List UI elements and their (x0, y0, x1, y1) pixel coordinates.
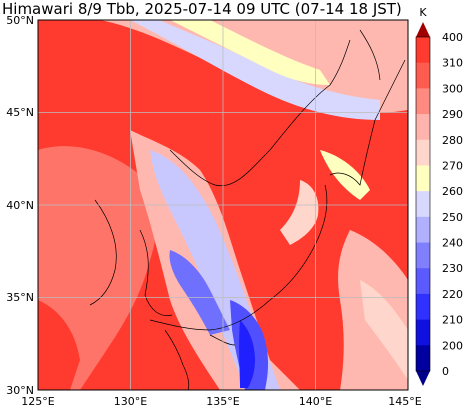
colorbar-segment (416, 165, 430, 192)
lat-tick-30: 30°N (6, 384, 34, 397)
lat-tick-35: 35°N (6, 291, 34, 304)
colorbar-bottom-extend (416, 371, 430, 386)
lat-tick-45: 45°N (6, 106, 34, 119)
lon-tick-140: 140°E (299, 395, 332, 408)
colorbar-segment (416, 139, 430, 166)
sakhalin-coast (359, 29, 381, 81)
east-china-sea-warm (38, 300, 80, 390)
china-coast (89, 199, 117, 306)
colorbar-label: 220 (442, 288, 463, 301)
colorbar-segment (416, 216, 430, 244)
lat-tick-40: 40°N (6, 199, 34, 212)
colorbar-label: 200 (442, 339, 463, 352)
north-cream-band (170, 20, 330, 85)
colorbar-label: 240 (442, 237, 463, 250)
colorbar-top-extend (416, 22, 430, 37)
lon-tick-135: 135°E (206, 395, 239, 408)
honshu-coast (149, 184, 328, 331)
colorbar-label: 400 (442, 31, 463, 44)
gridlines (38, 20, 408, 390)
colorbar-label: 260 (442, 185, 463, 198)
lon-tick-130: 130°E (114, 395, 147, 408)
colorbar-label: 230 (442, 262, 463, 275)
honshu-cloud (280, 180, 319, 245)
lon-axis: 125°E 130°E 135°E 140°E 145°E (21, 395, 421, 408)
korea-russia-coast (169, 39, 351, 187)
shikoku-coast (209, 334, 236, 346)
colorbar-frame (415, 36, 431, 372)
colorbar-label: 210 (442, 314, 463, 327)
colorbar-label: 250 (442, 211, 463, 224)
colorbar-segment (416, 242, 430, 269)
colorbar-label: 290 (442, 108, 463, 121)
colorbar-segment (416, 268, 430, 295)
map-frame (37, 19, 409, 391)
coastlines (89, 29, 406, 390)
colorbar-segment (416, 114, 430, 141)
korea-peninsula (139, 229, 173, 316)
map-title: Himawari 8/9 Tbb, 2025-07-14 09 UTC (07-… (2, 0, 402, 18)
colorbar-label: 270 (442, 159, 463, 172)
colorbar-label: 280 (442, 134, 463, 147)
colorbar-labels: 400 310 300 290 280 270 260 250 240 230 220 210 200 0 (442, 31, 463, 378)
pacific-east-light (360, 280, 408, 380)
deep-convection-core (239, 320, 255, 388)
colorbar: K 400 310 300 290 280 270 260 250 240 230 220 210 20… (415, 6, 463, 386)
lat-tick-50: 50°N (6, 14, 34, 27)
colorbar-label: 0 (442, 365, 449, 378)
north-lavender-band (130, 20, 380, 120)
lon-tick-125: 125°E (21, 395, 54, 408)
colorbar-unit: K (419, 6, 427, 19)
colorbar-segment (416, 88, 430, 115)
colorbar-segments (416, 37, 430, 372)
kyushu-shikoku-convection (169, 250, 230, 335)
colorbar-segment (416, 345, 430, 372)
colorbar-segment (416, 319, 430, 346)
colorbar-segment (416, 191, 430, 218)
colorbar-segment (416, 62, 430, 89)
hokkaido-coast (329, 59, 406, 186)
colorbar-label: 300 (442, 82, 463, 95)
colorbar-label: 310 (442, 57, 463, 70)
colorbar-segment (416, 293, 430, 321)
tohoku-cream (320, 150, 370, 200)
colorbar-segment (416, 37, 430, 64)
lat-axis: 50°N 45°N 40°N 35°N 30°N (6, 14, 34, 397)
lon-tick-145: 145°E (388, 395, 421, 408)
kyushu-coast (164, 329, 190, 390)
